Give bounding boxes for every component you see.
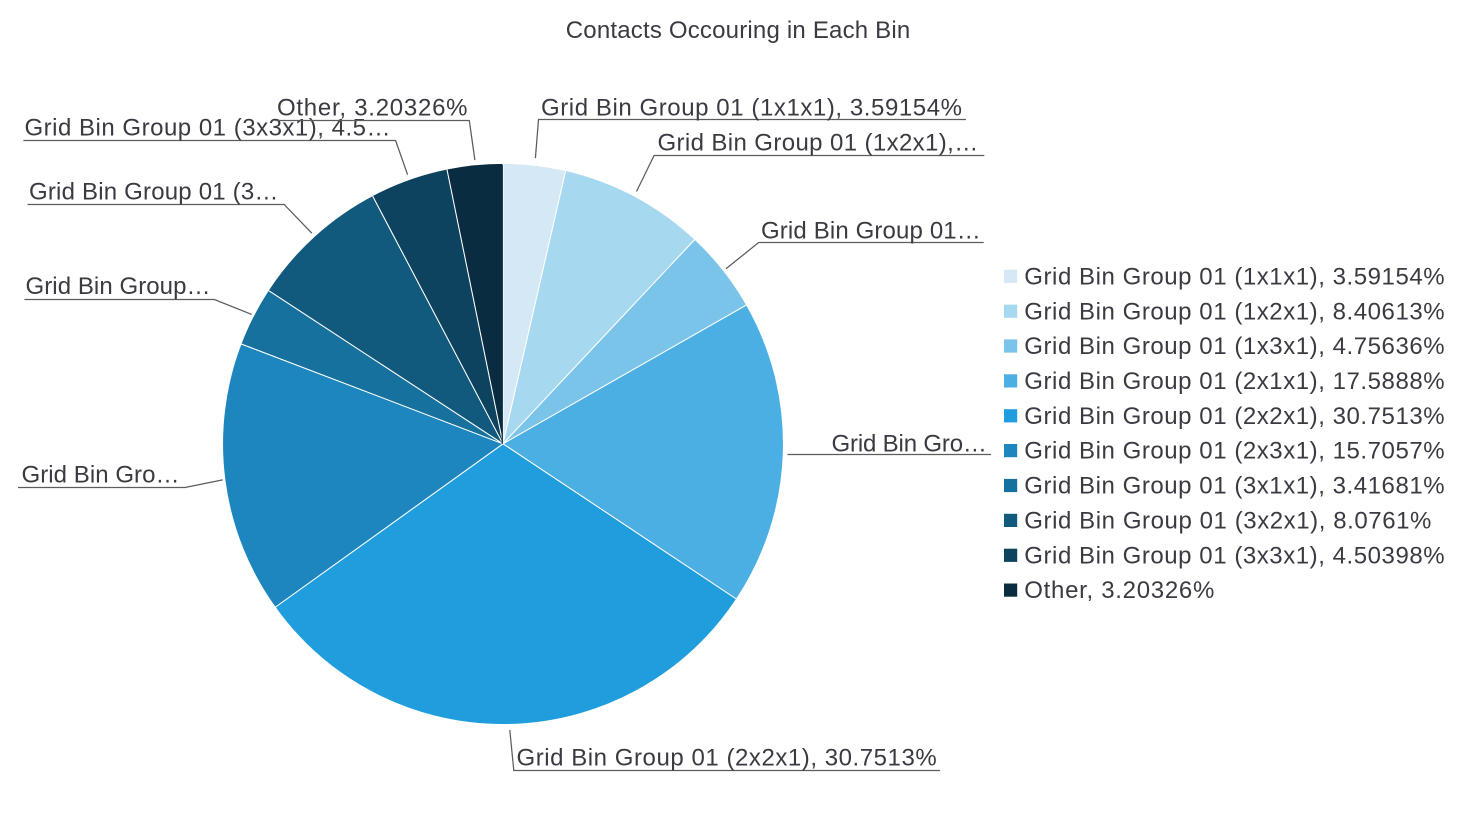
svg-text:Grid Bin Group 01 (1x2x1), 8.4: Grid Bin Group 01 (1x2x1), 8.40613% — [1024, 298, 1444, 325]
svg-text:Grid Bin Group 01 (3x3x1), 4.5: Grid Bin Group 01 (3x3x1), 4.50398% — [1024, 542, 1444, 569]
svg-text:Other, 3.20326%: Other, 3.20326% — [277, 95, 468, 122]
svg-text:Grid Bin Group 01 (2x2x1), 30.: Grid Bin Group 01 (2x2x1), 30.7513% — [1024, 403, 1444, 430]
svg-text:Grid Bin Group 01 (2x1x1), 17.: Grid Bin Group 01 (2x1x1), 17.5888% — [1024, 368, 1444, 395]
svg-text:Grid Bin Group 01 (2x3x1), 15.: Grid Bin Group 01 (2x3x1), 15.7057% — [1024, 438, 1444, 465]
svg-text:Grid Bin Group 01…: Grid Bin Group 01… — [761, 217, 981, 244]
svg-text:Other, 3.20326%: Other, 3.20326% — [1024, 577, 1214, 604]
svg-text:Grid Bin Group…: Grid Bin Group… — [26, 273, 211, 300]
svg-text:Grid Bin Group 01 (3x1x1), 3.4: Grid Bin Group 01 (3x1x1), 3.41681% — [1024, 473, 1444, 500]
svg-text:Grid Bin Group 01 (2x2x1), 30.: Grid Bin Group 01 (2x2x1), 30.7513% — [517, 745, 937, 772]
svg-text:Grid Bin Group 01 (1x1x1), 3.5: Grid Bin Group 01 (1x1x1), 3.59154% — [541, 94, 962, 121]
svg-text:Grid Bin Group 01 (3…: Grid Bin Group 01 (3… — [29, 179, 278, 206]
svg-text:Grid Bin Group 01 (1x2x1),…: Grid Bin Group 01 (1x2x1),… — [658, 130, 979, 157]
svg-text:Grid Bin Gro…: Grid Bin Gro… — [832, 430, 987, 457]
svg-text:Grid Bin Group 01 (1x1x1), 3.5: Grid Bin Group 01 (1x1x1), 3.59154% — [1024, 263, 1444, 290]
svg-text:Grid Bin Group 01 (3x3x1), 4.5: Grid Bin Group 01 (3x3x1), 4.5… — [25, 114, 391, 141]
svg-text:Grid Bin Group 01 (1x3x1), 4.7: Grid Bin Group 01 (1x3x1), 4.75636% — [1024, 333, 1444, 360]
svg-text:Contacts Occouring in Each Bin: Contacts Occouring in Each Bin — [566, 17, 911, 44]
svg-text:Grid Bin Group 01 (3x2x1), 8.0: Grid Bin Group 01 (3x2x1), 8.0761% — [1024, 508, 1431, 535]
svg-text:Grid Bin Gro…: Grid Bin Gro… — [22, 461, 180, 488]
